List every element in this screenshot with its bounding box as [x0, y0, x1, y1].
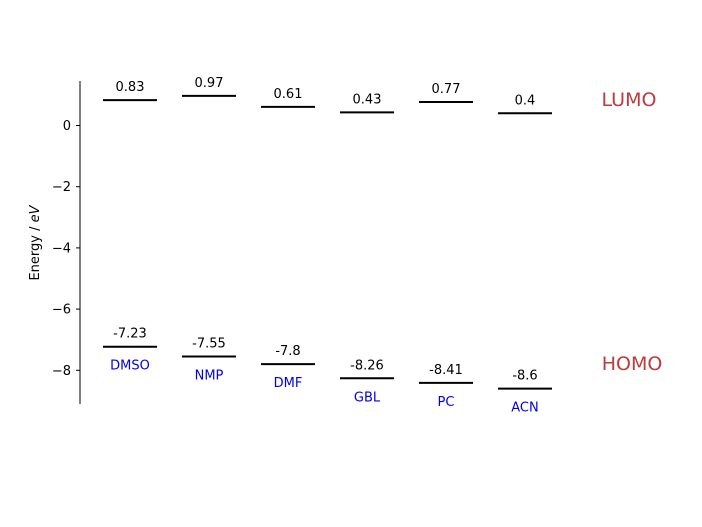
lumo-value-label: 0.43 — [353, 92, 382, 107]
solvent-label-nmp: NMP — [195, 369, 224, 384]
lumo-value-label: 0.61 — [274, 87, 303, 102]
homo-value-label: -7.55 — [192, 337, 226, 352]
homo-value-label: -8.41 — [429, 363, 463, 378]
energy-levels: 0.83 -7.23 DMSO 0.97 -7.55 NMP 0.61 -7.8 DMF 0.43… — [103, 76, 552, 416]
lumo-value-label: 0.97 — [195, 76, 224, 91]
solvent-label-dmso: DMSO — [110, 359, 150, 374]
lumo-value-label: 0.77 — [432, 82, 461, 97]
y-axis-title-unit: eV — [28, 204, 43, 222]
y-axis: 0 −2 −4 −6 −8 — [52, 81, 81, 404]
lumo-value-label: 0.83 — [116, 80, 145, 95]
y-tick-label: −4 — [52, 241, 71, 256]
homo-value-label: -7.8 — [275, 344, 300, 359]
lumo-value-label: 0.4 — [515, 93, 536, 108]
y-tick-label: −8 — [52, 364, 71, 379]
y-axis-title-text: Energy / — [28, 222, 43, 280]
homo-band-label: HOMO — [602, 353, 663, 375]
y-tick-label: 0 — [63, 119, 71, 134]
homo-value-label: -7.23 — [113, 327, 147, 342]
solvent-label-dmf: DMF — [274, 376, 303, 391]
y-tick-label: −6 — [52, 303, 71, 318]
solvent-label-pc: PC — [438, 395, 455, 410]
y-axis-title: Energy / eV — [28, 204, 43, 280]
y-tick-label: −2 — [52, 180, 71, 195]
lumo-band-label: LUMO — [602, 89, 657, 111]
homo-value-label: -8.26 — [350, 358, 384, 373]
solvent-label-gbl: GBL — [354, 390, 381, 405]
solvent-label-acn: ACN — [511, 401, 538, 416]
homo-value-label: -8.6 — [512, 369, 537, 384]
